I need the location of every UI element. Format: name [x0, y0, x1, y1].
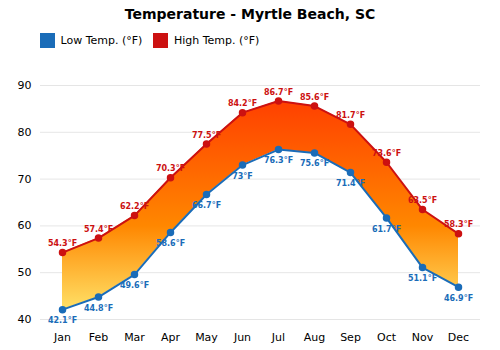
svg-text:51.1°F: 51.1°F: [408, 274, 437, 283]
svg-text:58.6°F: 58.6°F: [156, 239, 185, 248]
svg-text:Dec: Dec: [448, 331, 469, 344]
svg-text:75.6°F: 75.6°F: [300, 159, 329, 168]
svg-text:Apr: Apr: [161, 331, 181, 344]
svg-text:90: 90: [18, 79, 32, 92]
svg-text:84.2°F: 84.2°F: [228, 99, 257, 108]
svg-text:46.9°F: 46.9°F: [444, 293, 473, 302]
svg-text:80: 80: [18, 125, 32, 138]
svg-text:60: 60: [18, 219, 32, 232]
svg-text:63.5°F: 63.5°F: [408, 196, 437, 205]
svg-text:44.8°F: 44.8°F: [84, 303, 113, 312]
svg-text:71.4°F: 71.4°F: [336, 179, 365, 188]
svg-text:42.1°F: 42.1°F: [48, 316, 77, 325]
svg-text:70.3°F: 70.3°F: [156, 164, 185, 173]
svg-text:Sep: Sep: [340, 331, 361, 344]
svg-text:73.6°F: 73.6°F: [372, 148, 401, 157]
svg-text:73°F: 73°F: [232, 171, 253, 180]
svg-text:Jan: Jan: [53, 331, 71, 344]
svg-text:61.7°F: 61.7°F: [372, 224, 401, 233]
svg-text:Jul: Jul: [271, 331, 285, 344]
html-text:Temperature - Myrtle Beach, SC: Temperature - Myrtle Beach, SC: [124, 6, 376, 22]
svg-text:54.3°F: 54.3°F: [48, 239, 77, 248]
svg-text:86.7°F: 86.7°F: [264, 87, 293, 96]
svg-text:50: 50: [18, 266, 32, 279]
html-text:Low Temp. (°F): Low Temp. (°F): [60, 34, 143, 47]
svg-text:57.4°F: 57.4°F: [84, 224, 113, 233]
svg-text:40: 40: [18, 313, 32, 326]
html-text:High Temp. (°F): High Temp. (°F): [173, 34, 260, 47]
svg-text:85.6°F: 85.6°F: [300, 92, 329, 101]
svg-text:66.7°F: 66.7°F: [192, 201, 221, 210]
svg-text:70: 70: [18, 172, 32, 185]
svg-text:77.5°F: 77.5°F: [192, 130, 221, 139]
svg-text:49.6°F: 49.6°F: [120, 281, 149, 290]
svg-text:Mar: Mar: [124, 331, 145, 344]
svg-text:76.3°F: 76.3°F: [264, 156, 293, 165]
svg-text:Feb: Feb: [89, 331, 108, 344]
svg-text:62.2°F: 62.2°F: [120, 202, 149, 211]
svg-text:81.7°F: 81.7°F: [336, 110, 365, 119]
svg-text:May: May: [195, 331, 218, 344]
svg-text:Nov: Nov: [412, 331, 434, 344]
svg-text:Jun: Jun: [233, 331, 251, 344]
svg-text:Oct: Oct: [377, 331, 397, 344]
svg-text:58.3°F: 58.3°F: [444, 220, 473, 229]
svg-text:Aug: Aug: [304, 331, 325, 344]
